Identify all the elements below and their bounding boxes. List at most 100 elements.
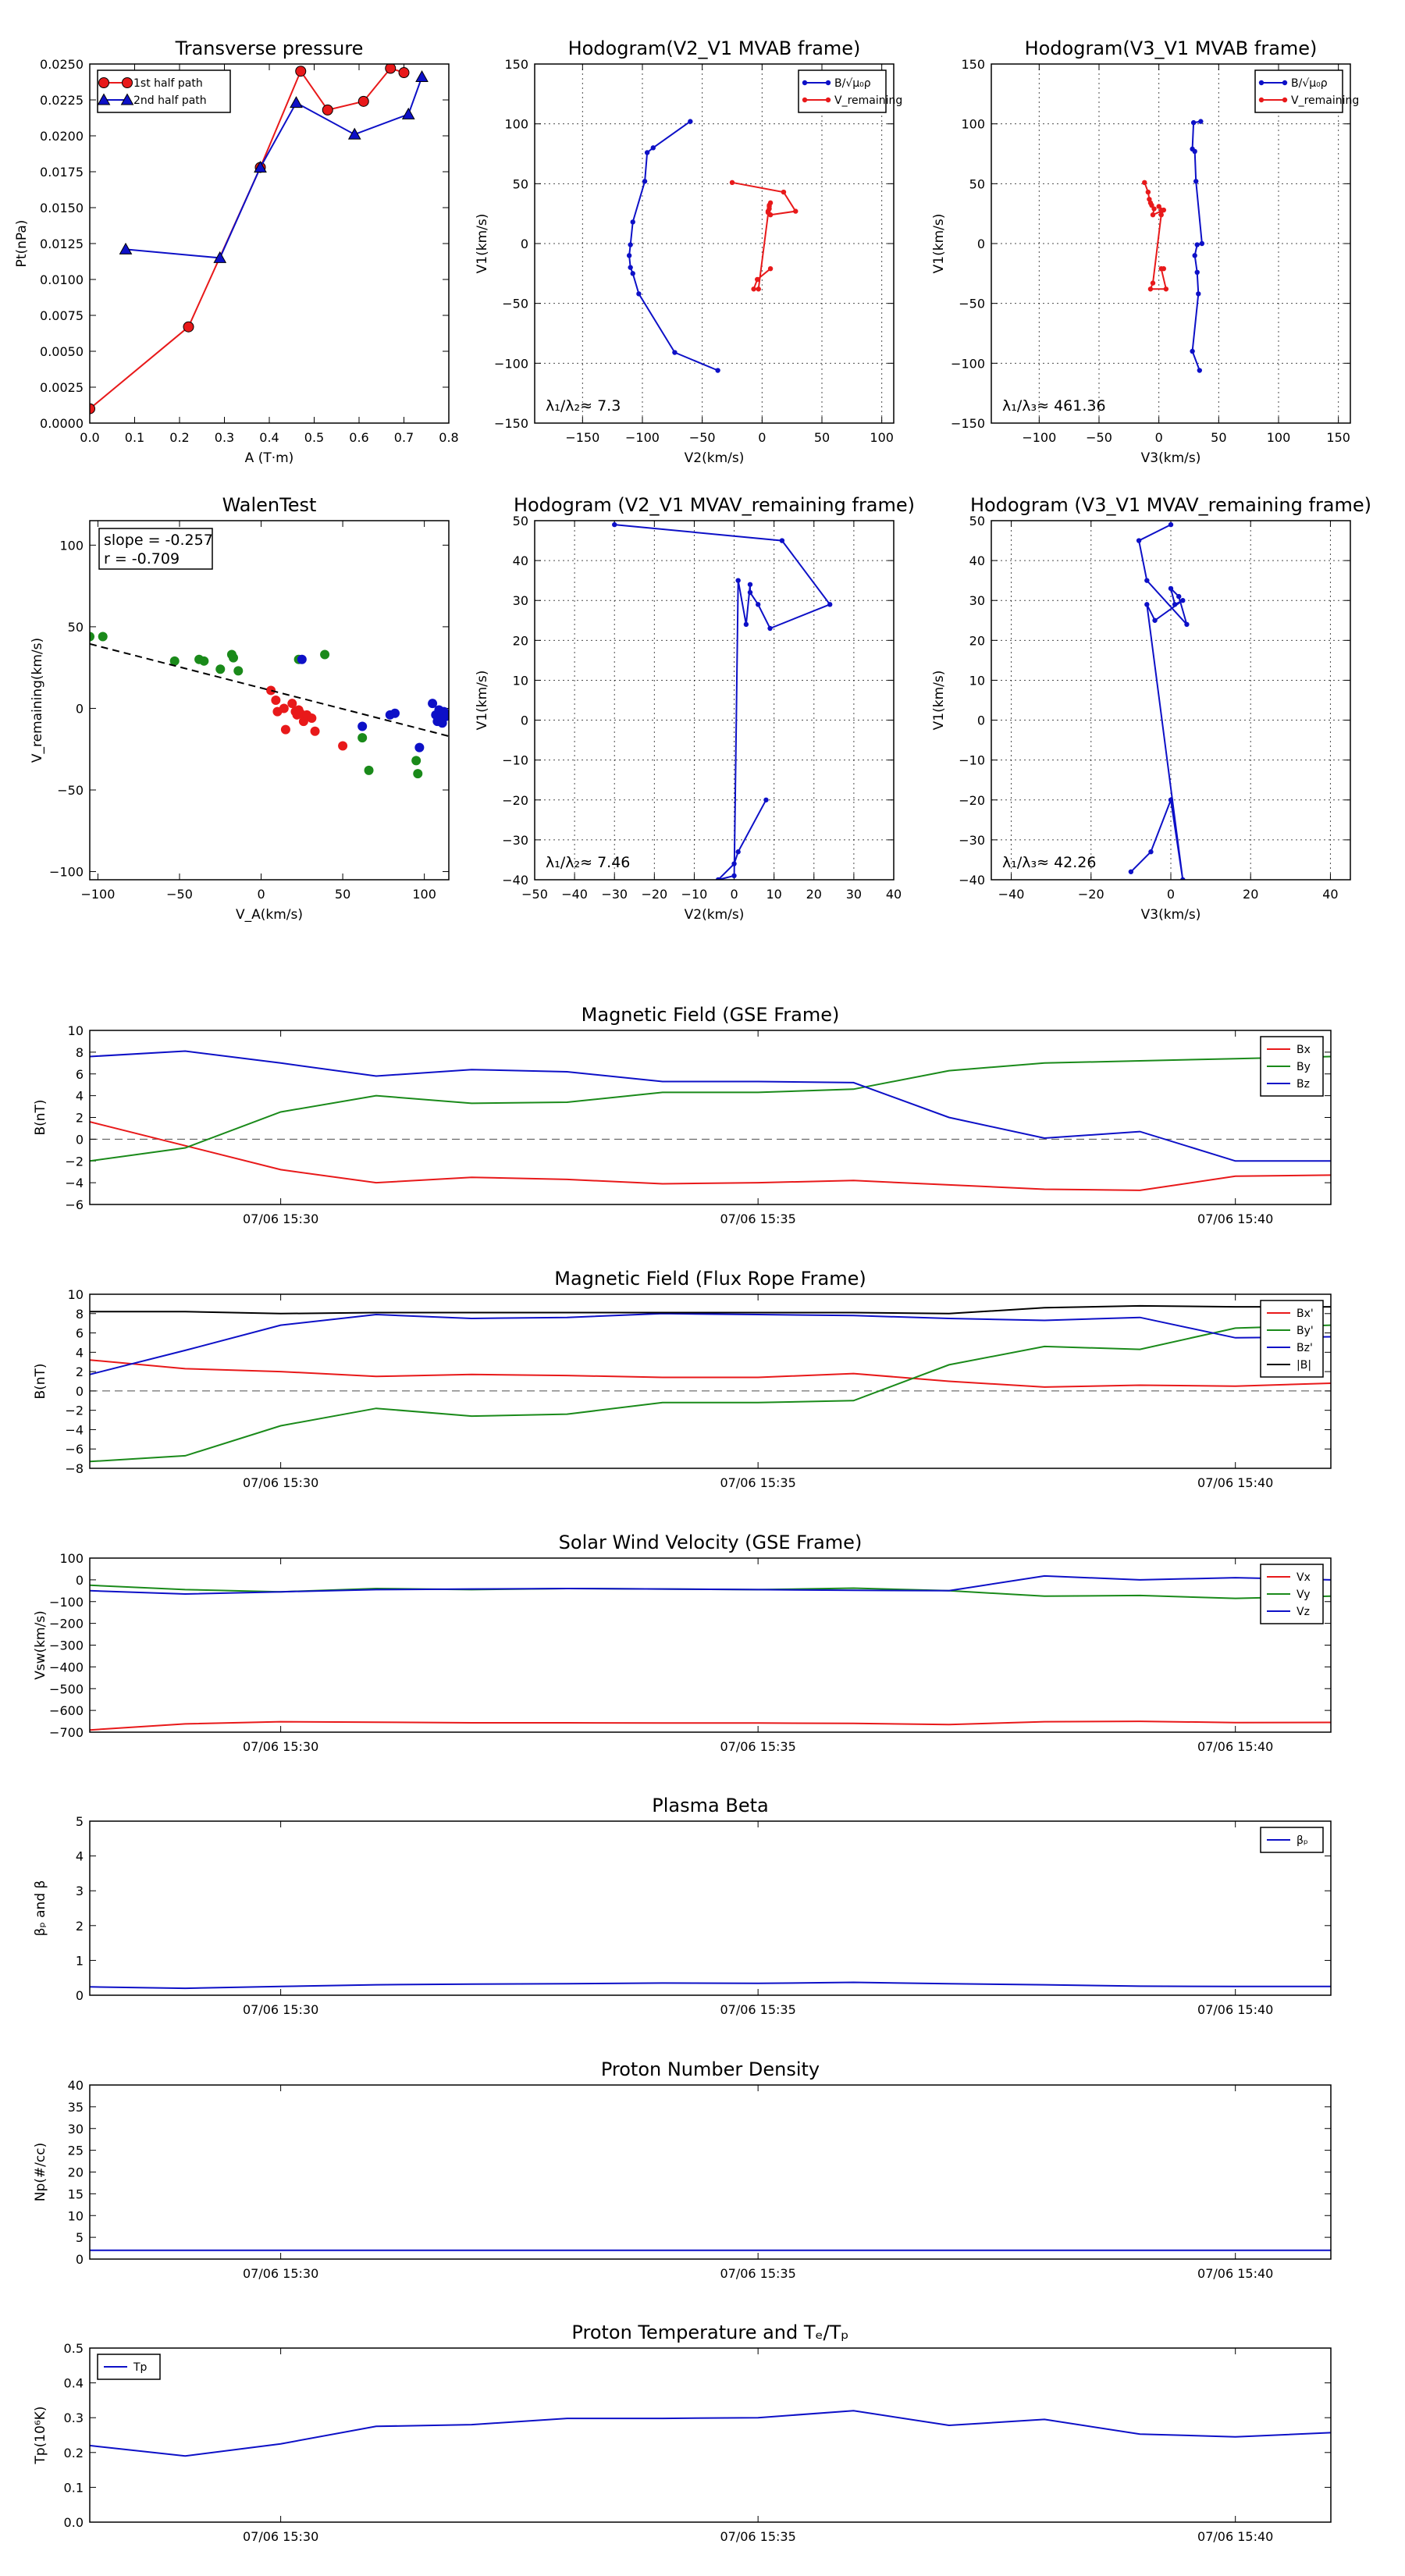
y-tick-label: 5 [76, 1814, 84, 1829]
axes-frame [89, 1820, 1332, 1996]
plot-area [1128, 521, 1190, 880]
y-tick-label: 150 [504, 57, 528, 72]
y-tick-label: 10 [68, 2208, 84, 2223]
y-tick-label: −100 [49, 1595, 84, 1610]
y-axis-label: V_remaining(km/s) [30, 638, 45, 763]
legend-label: By' [1297, 1325, 1314, 1337]
chart-title: Plasma Beta [652, 1795, 768, 1816]
scatter-point [364, 765, 374, 775]
data-point [767, 202, 772, 208]
y-axis-label: V1(km/s) [475, 671, 490, 731]
x-tick-label: 07/06 15:40 [1197, 2529, 1273, 2544]
chart-vsw: Solar Wind Velocity (GSE Frame) 07/06 15:… [33, 1532, 1332, 1754]
y-tick-label: 0.0100 [40, 272, 84, 287]
y-tick-label: 100 [504, 117, 528, 132]
data-point [626, 253, 632, 258]
y-tick-label: 0.0125 [40, 237, 84, 251]
chart-tp: Transverse pressure 0.0 0.1 0.2 0.3 0.4 0.5 0.6… [14, 37, 459, 466]
data-point [290, 96, 303, 109]
y-tick-label: 0 [76, 1384, 84, 1399]
data-point [751, 286, 756, 292]
data-point [1180, 598, 1186, 603]
scatter-point [233, 666, 244, 676]
data-point [1144, 602, 1150, 607]
y-tick-label: 6 [76, 1326, 84, 1341]
x-tick-label: −20 [641, 887, 667, 902]
y-tick-label: 8 [76, 1307, 84, 1322]
data-point [1161, 207, 1167, 213]
y-tick-label: 0.0075 [40, 308, 84, 323]
legend-marker [1258, 80, 1264, 86]
data-point [1152, 617, 1158, 623]
y-tick-label: 0 [76, 701, 84, 716]
data-point [1196, 291, 1201, 297]
scatter-point [413, 769, 423, 779]
scatter-point [440, 711, 449, 721]
chart-beta: Plasma Beta 07/06 15:30 07/06 15:35 07/06 1… [33, 1795, 1332, 2017]
x-tick-label: 07/06 15:35 [720, 2266, 795, 2281]
data-point [642, 179, 648, 184]
x-tick-label: 30 [846, 887, 862, 902]
data-point [1156, 204, 1161, 209]
data-point [1168, 521, 1174, 528]
y-tick-label: 10 [68, 1023, 84, 1038]
data-point [1147, 286, 1154, 292]
y-tick-label: −50 [57, 783, 84, 798]
plot-area [90, 1050, 1331, 1191]
data-point [630, 219, 635, 225]
scatter-point [297, 654, 307, 664]
y-tick-label: 50 [68, 620, 84, 635]
data-point [1151, 206, 1157, 212]
series-line-0 [90, 1720, 1331, 1731]
y-tick-label: −8 [65, 1461, 84, 1476]
legend-label: Tp [133, 2361, 148, 2374]
chart-title: Hodogram(V2_V1 MVAB frame) [568, 37, 861, 59]
data-point [1148, 849, 1154, 855]
data-point [295, 66, 307, 77]
x-tick-label: −10 [681, 887, 708, 902]
x-tick-label: 07/06 15:40 [1197, 1739, 1273, 1754]
y-tick-label: 10 [969, 673, 985, 688]
y-tick-label: −2 [65, 1154, 84, 1169]
x-tick-label: 50 [335, 887, 350, 902]
x-tick-label: 50 [1211, 430, 1226, 445]
y-tick-label: 150 [961, 57, 985, 72]
chart-title: Solar Wind Velocity (GSE Frame) [559, 1532, 863, 1553]
ratio-annotation: λ₁/λ₃≈ 461.36 [1002, 397, 1106, 415]
y-axis-label: βₚ and β [33, 1880, 48, 1937]
y-tick-label: 8 [76, 1045, 84, 1060]
y-tick-label: −10 [959, 753, 985, 768]
scatter-point [414, 742, 425, 753]
scatter-point [287, 699, 297, 709]
data-point [1136, 538, 1142, 543]
data-point [1194, 269, 1200, 275]
data-point [731, 861, 737, 866]
x-tick-label: 0.0 [80, 430, 99, 445]
y-axis-label: Np(#/cc) [33, 2143, 48, 2201]
plot-area [612, 521, 833, 880]
y-tick-label: 3 [76, 1884, 84, 1898]
x-tick-label: 0 [758, 430, 766, 445]
legend-label: V_remaining [834, 94, 902, 107]
legend-marker [802, 97, 808, 103]
stats-box [98, 528, 213, 570]
x-tick-label: 07/06 15:35 [720, 1739, 795, 1754]
x-tick-label: −50 [1086, 430, 1112, 445]
data-point [672, 350, 678, 355]
data-point [781, 189, 787, 195]
y-tick-label: 100 [59, 538, 84, 553]
x-tick-label: −40 [998, 887, 1025, 902]
x-tick-label: −40 [561, 887, 588, 902]
data-point [1194, 242, 1200, 247]
series-line-3 [90, 1304, 1331, 1315]
chart-h1: Hodogram(V2_V1 MVAB frame) −150 −100 −50 0 50… [475, 37, 902, 466]
stats-line: r = -0.709 [104, 550, 180, 568]
x-tick-label: 0.2 [169, 430, 189, 445]
y-tick-label: 4 [76, 1345, 84, 1360]
y-tick-label: 100 [961, 117, 985, 132]
y-tick-label: 0.0150 [40, 201, 84, 215]
legend-label: Bx [1297, 1044, 1311, 1056]
y-tick-label: −700 [49, 1725, 84, 1740]
x-axis-label: V3(km/s) [1141, 450, 1201, 466]
